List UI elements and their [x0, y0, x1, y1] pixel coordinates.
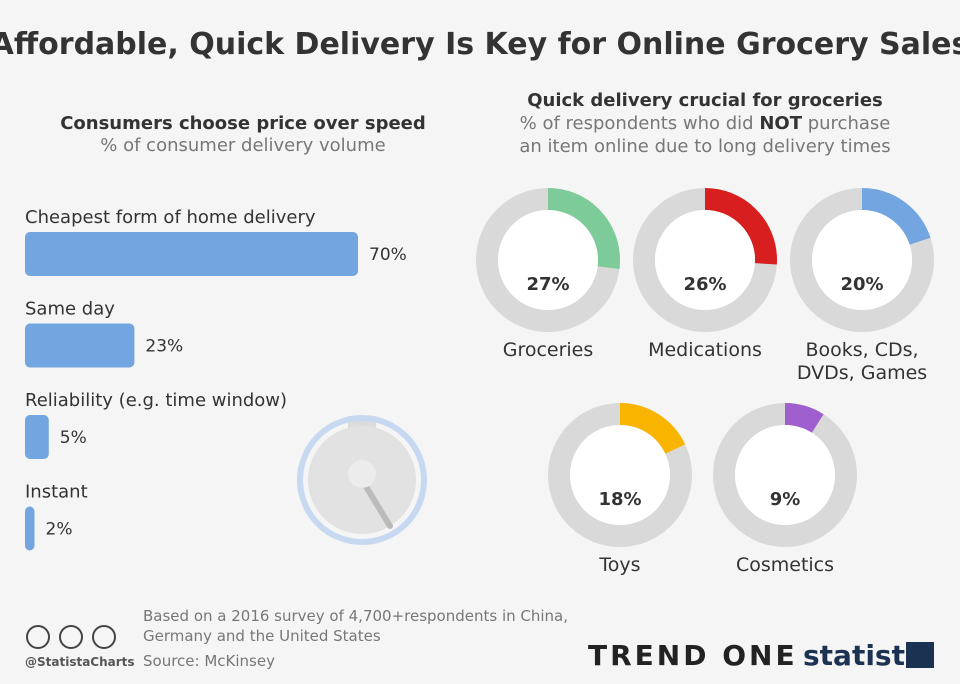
brand-mark: [906, 642, 934, 668]
bar: [25, 506, 35, 551]
donut-subtitle: an item online due to long delivery time…: [519, 136, 890, 157]
category-label: Cheapest form of home delivery: [25, 207, 316, 228]
category-label: Instant: [25, 482, 88, 503]
donut-arc: [476, 188, 620, 332]
bar-subtitle: % of consumer delivery volume: [100, 135, 385, 156]
partner-logo: TREND ONE: [588, 639, 798, 672]
donut-label: DVDs, Games: [797, 362, 927, 384]
footer-source: Source: McKinsey: [143, 652, 275, 670]
donut-label: Cosmetics: [736, 554, 834, 576]
value-label: 70%: [369, 245, 407, 265]
stopwatch-icon: [297, 415, 427, 545]
donut-subtitle: % of respondents who did NOT purchase: [520, 113, 891, 134]
value-label: 2%: [46, 520, 73, 540]
donut-arc: [633, 188, 777, 332]
donut-hole: [570, 425, 670, 525]
footer: @StatistaCharts Based on a 2016 survey o…: [25, 607, 934, 672]
donut-label: Groceries: [503, 339, 594, 361]
donut-arc: [790, 188, 934, 332]
donut-hole: [812, 210, 912, 310]
donut-arc: [548, 403, 692, 547]
donut-value: 27%: [526, 274, 569, 295]
value-label: 23%: [145, 337, 183, 357]
donut-label: Toys: [598, 554, 640, 576]
category-label: Same day: [25, 299, 115, 320]
footer-note: Based on a 2016 survey of 4,700+responde…: [143, 607, 568, 625]
donut-hole: [735, 425, 835, 525]
bar: [25, 232, 358, 276]
bar: [25, 323, 135, 368]
brand-logo: statista: [803, 639, 924, 672]
donut-value: 20%: [840, 274, 883, 295]
bar: [25, 415, 49, 459]
donut-label: Books, CDs,: [805, 339, 918, 361]
subtitle-emphasis: NOT: [759, 113, 802, 134]
subtitle-part: % of respondents who did: [520, 113, 760, 134]
donut-label: Medications: [648, 339, 762, 361]
donut-hole: [655, 210, 755, 310]
bar-title: Consumers choose price over speed: [60, 113, 426, 134]
donut-hole: [498, 210, 598, 310]
footer-handle: @StatistaCharts: [25, 655, 135, 669]
donut-arc: [713, 403, 857, 547]
donut-value: 26%: [683, 274, 726, 295]
donut-value: 9%: [770, 489, 801, 510]
category-label: Reliability (e.g. time window): [25, 390, 287, 411]
value-label: 5%: [60, 428, 87, 448]
footer-note: Germany and the United States: [143, 627, 381, 645]
donut-value: 18%: [598, 489, 641, 510]
subtitle-part: purchase: [802, 113, 890, 134]
donut-title: Quick delivery crucial for groceries: [527, 90, 883, 111]
title: Affordable, Quick Delivery Is Key for On…: [0, 27, 960, 62]
